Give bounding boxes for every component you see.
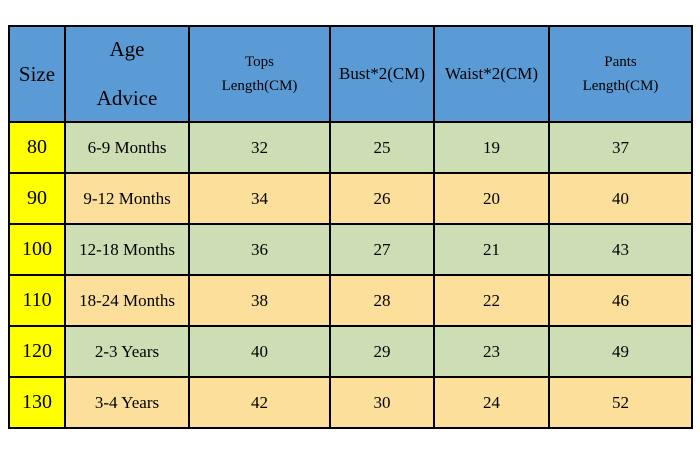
column-header-pants-length: Pants Length(CM) — [548, 25, 693, 123]
header-row: Size Age Advice Tops Length(CM) Bust*2(CM)… — [8, 25, 693, 123]
cell-tops: 38 — [188, 274, 331, 327]
cell-waist: 20 — [433, 172, 550, 225]
cell-pants: 52 — [548, 376, 693, 429]
column-header-age-advice: Age Advice — [64, 25, 190, 123]
cell-pants: 40 — [548, 172, 693, 225]
cell-bust: 30 — [329, 376, 435, 429]
cell-bust: 28 — [329, 274, 435, 327]
cell-bust: 29 — [329, 325, 435, 378]
table-body: 80 6-9 Months 32 25 19 37 90 9-12 Months… — [8, 121, 693, 429]
cell-bust: 27 — [329, 223, 435, 276]
cell-age: 3-4 Years — [64, 376, 190, 429]
size-chart-table: Size Age Advice Tops Length(CM) Bust*2(CM)… — [8, 25, 693, 429]
cell-age: 18-24 Months — [64, 274, 190, 327]
cell-waist: 19 — [433, 121, 550, 174]
column-header-size: Size — [8, 25, 66, 123]
cell-pants: 46 — [548, 274, 693, 327]
table-row: 90 9-12 Months 34 26 20 40 — [8, 172, 693, 225]
cell-tops: 42 — [188, 376, 331, 429]
table-header: Size Age Advice Tops Length(CM) Bust*2(CM)… — [8, 25, 693, 123]
table-row: 110 18-24 Months 38 28 22 46 — [8, 274, 693, 327]
cell-tops: 40 — [188, 325, 331, 378]
column-header-label: Size — [18, 61, 56, 86]
cell-tops: 32 — [188, 121, 331, 174]
cell-waist: 21 — [433, 223, 550, 276]
cell-waist: 24 — [433, 376, 550, 429]
cell-age: 2-3 Years — [64, 325, 190, 378]
cell-waist: 23 — [433, 325, 550, 378]
cell-size: 110 — [8, 274, 66, 327]
column-header-tops-length: Tops Length(CM) — [188, 25, 331, 123]
table-row: 80 6-9 Months 32 25 19 37 — [8, 121, 693, 174]
cell-size: 90 — [8, 172, 66, 225]
table-row: 120 2-3 Years 40 29 23 49 — [8, 325, 693, 378]
cell-tops: 36 — [188, 223, 331, 276]
cell-size: 100 — [8, 223, 66, 276]
cell-waist: 22 — [433, 274, 550, 327]
column-header-label: Length(CM) — [582, 77, 659, 94]
column-header-label: Tops — [245, 53, 274, 70]
cell-size: 80 — [8, 121, 66, 174]
cell-size: 130 — [8, 376, 66, 429]
column-header-label: Age — [109, 37, 145, 61]
cell-age: 12-18 Months — [64, 223, 190, 276]
cell-age: 6-9 Months — [64, 121, 190, 174]
column-header-label: Waist*2(CM) — [444, 64, 539, 83]
cell-pants: 49 — [548, 325, 693, 378]
cell-pants: 43 — [548, 223, 693, 276]
column-header-label: Advice — [96, 86, 158, 110]
column-header-bust: Bust*2(CM) — [329, 25, 435, 123]
table-row: 130 3-4 Years 42 30 24 52 — [8, 376, 693, 429]
cell-bust: 26 — [329, 172, 435, 225]
cell-age: 9-12 Months — [64, 172, 190, 225]
column-header-label: Length(CM) — [221, 77, 298, 94]
cell-size: 120 — [8, 325, 66, 378]
column-header-label: Pants — [604, 53, 637, 70]
column-header-label: Bust*2(CM) — [339, 64, 425, 83]
table-row: 100 12-18 Months 36 27 21 43 — [8, 223, 693, 276]
cell-pants: 37 — [548, 121, 693, 174]
cell-tops: 34 — [188, 172, 331, 225]
column-header-waist: Waist*2(CM) — [433, 25, 550, 123]
cell-bust: 25 — [329, 121, 435, 174]
